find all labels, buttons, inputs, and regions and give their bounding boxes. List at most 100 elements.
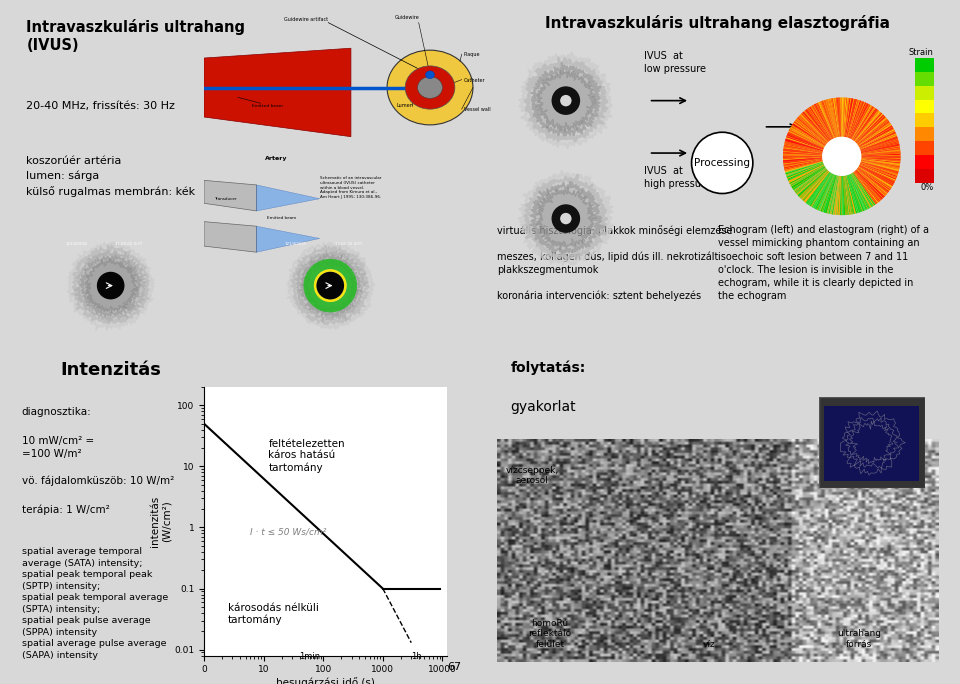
Wedge shape — [830, 98, 838, 137]
Wedge shape — [838, 176, 841, 215]
Wedge shape — [855, 170, 882, 199]
Wedge shape — [850, 174, 867, 210]
Wedge shape — [833, 98, 839, 137]
Wedge shape — [785, 161, 823, 174]
Wedge shape — [861, 150, 900, 155]
Wedge shape — [854, 111, 879, 142]
Wedge shape — [846, 176, 854, 214]
Wedge shape — [852, 107, 874, 140]
Wedge shape — [855, 114, 884, 142]
Wedge shape — [799, 170, 828, 197]
Wedge shape — [789, 129, 825, 148]
Wedge shape — [855, 170, 884, 198]
Text: Guidewire: Guidewire — [395, 15, 420, 20]
Wedge shape — [822, 101, 835, 138]
Wedge shape — [835, 176, 840, 215]
Wedge shape — [811, 105, 832, 140]
Wedge shape — [816, 103, 833, 139]
Wedge shape — [783, 159, 823, 163]
Wedge shape — [828, 99, 837, 137]
Wedge shape — [861, 161, 900, 170]
Wedge shape — [861, 159, 900, 166]
Wedge shape — [849, 174, 862, 212]
Wedge shape — [847, 175, 859, 213]
Circle shape — [425, 71, 435, 79]
Wedge shape — [861, 160, 900, 168]
Wedge shape — [860, 164, 896, 180]
Wedge shape — [784, 161, 823, 171]
Wedge shape — [803, 111, 829, 142]
Wedge shape — [792, 124, 826, 146]
Wedge shape — [846, 99, 856, 137]
Wedge shape — [847, 175, 858, 213]
Wedge shape — [859, 165, 895, 183]
Wedge shape — [858, 126, 893, 146]
Wedge shape — [783, 158, 823, 162]
Wedge shape — [806, 172, 830, 205]
Polygon shape — [256, 185, 320, 211]
Wedge shape — [860, 138, 898, 150]
Wedge shape — [794, 122, 826, 145]
Wedge shape — [784, 144, 823, 153]
Wedge shape — [787, 133, 824, 149]
Wedge shape — [784, 142, 823, 152]
Wedge shape — [858, 123, 891, 146]
Wedge shape — [851, 174, 870, 209]
Wedge shape — [858, 124, 891, 146]
Wedge shape — [800, 170, 828, 198]
Wedge shape — [861, 148, 900, 154]
Wedge shape — [861, 159, 900, 166]
Wedge shape — [854, 112, 881, 142]
Wedge shape — [853, 172, 878, 203]
Wedge shape — [783, 150, 823, 155]
Wedge shape — [787, 163, 824, 179]
Text: koszorúér artéria
lumen: sárga
külső rugalmas membrán: kék: koszorúér artéria lumen: sárga külső rug… — [26, 157, 196, 196]
Text: 121/40/065: 121/40/065 — [65, 242, 87, 246]
Wedge shape — [812, 173, 832, 208]
Wedge shape — [839, 98, 841, 137]
Wedge shape — [851, 174, 869, 209]
Wedge shape — [818, 174, 834, 211]
Wedge shape — [789, 130, 825, 148]
Polygon shape — [525, 175, 607, 259]
Wedge shape — [785, 161, 823, 173]
Wedge shape — [837, 176, 841, 215]
Wedge shape — [840, 176, 841, 215]
Wedge shape — [828, 99, 837, 137]
Wedge shape — [797, 169, 827, 194]
Wedge shape — [783, 146, 823, 153]
Wedge shape — [838, 98, 841, 137]
Wedge shape — [807, 108, 830, 140]
Wedge shape — [846, 176, 853, 214]
Wedge shape — [846, 99, 855, 137]
Wedge shape — [783, 155, 822, 157]
Wedge shape — [827, 99, 837, 137]
Wedge shape — [783, 159, 823, 165]
Circle shape — [822, 137, 861, 176]
Wedge shape — [847, 175, 856, 213]
Wedge shape — [786, 162, 824, 176]
Wedge shape — [843, 98, 846, 137]
Wedge shape — [793, 167, 826, 189]
Wedge shape — [854, 111, 880, 142]
Wedge shape — [861, 158, 900, 163]
Text: Catheter: Catheter — [464, 77, 486, 83]
Wedge shape — [859, 166, 894, 184]
Wedge shape — [789, 129, 825, 148]
Wedge shape — [844, 176, 850, 215]
Wedge shape — [861, 147, 900, 154]
Wedge shape — [820, 101, 835, 138]
Wedge shape — [792, 167, 826, 188]
Wedge shape — [791, 125, 826, 146]
Wedge shape — [823, 175, 836, 213]
Wedge shape — [838, 98, 841, 137]
Wedge shape — [848, 174, 862, 212]
Wedge shape — [796, 168, 827, 194]
Wedge shape — [806, 109, 830, 141]
Wedge shape — [808, 172, 831, 205]
Polygon shape — [300, 254, 362, 317]
Wedge shape — [855, 170, 884, 198]
Text: 0%: 0% — [921, 183, 934, 192]
Wedge shape — [855, 170, 884, 198]
Wedge shape — [783, 157, 822, 158]
